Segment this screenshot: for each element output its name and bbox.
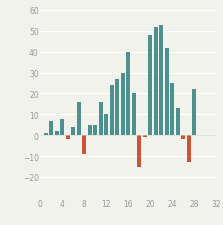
Bar — [99, 102, 103, 136]
Bar — [192, 90, 196, 136]
Bar — [60, 119, 64, 136]
Bar — [115, 79, 119, 136]
Bar — [49, 121, 53, 136]
Bar — [82, 136, 86, 154]
Bar — [170, 84, 174, 136]
Bar — [187, 136, 191, 163]
Bar — [43, 134, 48, 136]
Bar — [104, 115, 108, 136]
Bar — [110, 86, 114, 136]
Bar — [121, 73, 125, 136]
Bar — [77, 102, 81, 136]
Bar — [132, 94, 136, 136]
Bar — [93, 125, 97, 136]
Bar — [176, 109, 180, 136]
Bar — [181, 136, 185, 140]
Bar — [148, 36, 152, 136]
Bar — [159, 25, 163, 136]
Bar — [66, 136, 70, 140]
Bar — [71, 127, 75, 136]
Bar — [165, 48, 169, 136]
Bar — [126, 52, 130, 136]
Bar — [88, 125, 92, 136]
Bar — [55, 131, 59, 136]
Bar — [143, 136, 147, 138]
Bar — [154, 27, 158, 136]
Bar — [137, 136, 141, 167]
